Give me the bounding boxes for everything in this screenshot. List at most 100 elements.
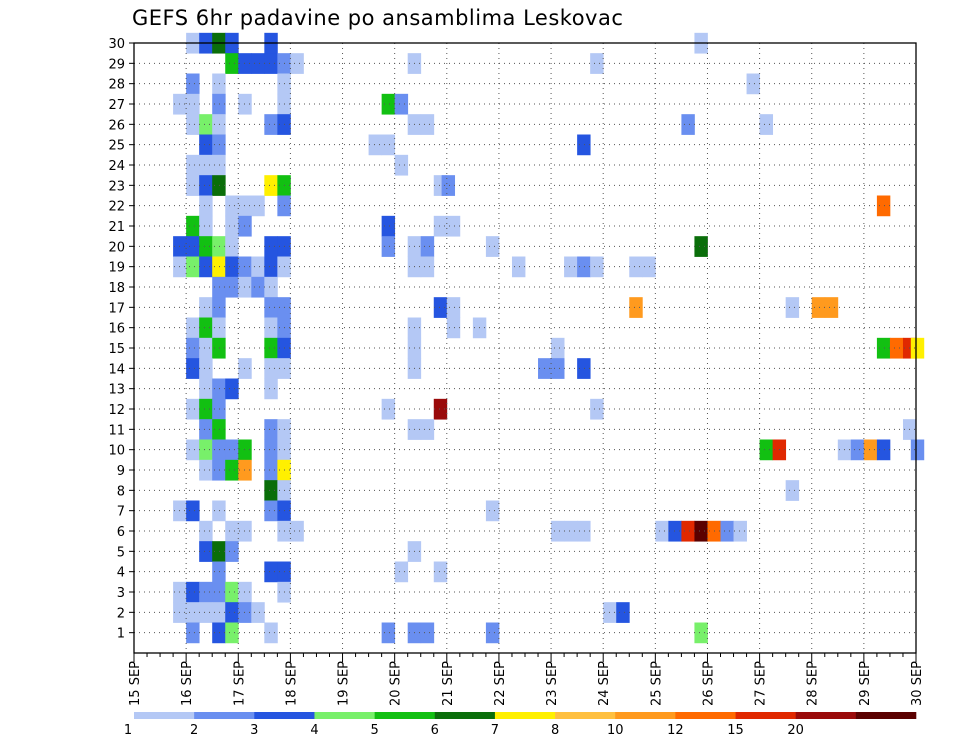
colorbar-label: 3	[250, 723, 258, 738]
x-tick-label: 18 SEP	[284, 661, 299, 706]
heatmap-cell	[694, 236, 708, 257]
x-tick-label: 29 SEP	[858, 661, 873, 706]
heatmap-cell	[394, 154, 409, 176]
heatmap-cell	[433, 561, 448, 583]
heatmap-cell	[759, 114, 774, 135]
heatmap-cell	[225, 520, 239, 542]
heatmap-cell	[186, 114, 200, 135]
colorbar-label: 15	[727, 723, 744, 738]
heatmap-cell	[264, 297, 278, 318]
x-tick-label: 17 SEP	[232, 661, 247, 706]
heatmap-cell	[264, 236, 278, 257]
heatmap-cell	[441, 175, 456, 196]
heatmap-cell	[199, 459, 213, 481]
heatmap-cell	[225, 276, 239, 298]
y-tick-label: 11	[108, 423, 125, 438]
heatmap-cell	[186, 581, 200, 603]
heatmap-cell	[433, 398, 448, 420]
heatmap-cell	[212, 622, 226, 644]
y-tick-label: 28	[108, 78, 125, 93]
heatmap-cell	[446, 297, 461, 318]
y-tick-label: 15	[108, 342, 125, 357]
heatmap-cell	[264, 256, 278, 278]
heatmap-cell	[551, 358, 565, 379]
heatmap-cell	[225, 459, 239, 481]
x-tick-label: 27 SEP	[754, 661, 769, 706]
heatmap-cell	[590, 256, 604, 278]
heatmap-cell	[720, 520, 734, 542]
heatmap-cell	[225, 622, 239, 644]
y-tick-label: 20	[108, 240, 125, 255]
heatmap-cell	[551, 520, 565, 542]
heatmap-cell	[910, 337, 925, 359]
x-tick-label: 28 SEP	[806, 661, 821, 706]
colorbar-label: 20	[787, 723, 804, 738]
heatmap-cell	[264, 439, 278, 461]
heatmap-cell	[199, 602, 213, 623]
heatmap-cell	[577, 256, 591, 278]
heatmap-cell	[811, 297, 826, 318]
heatmap-cell	[694, 520, 708, 542]
heatmap-cell	[212, 337, 226, 359]
heatmap-cell	[577, 520, 591, 542]
heatmap-cell	[381, 134, 396, 156]
heatmap-cell	[381, 236, 396, 257]
heatmap-cell	[746, 73, 760, 95]
heatmap-cell	[199, 378, 213, 400]
heatmap-cell	[225, 602, 239, 623]
heatmap-cell	[381, 398, 396, 420]
colorbar-label: 5	[370, 723, 378, 738]
colorbar-segment	[374, 712, 436, 719]
heatmap-cell	[264, 276, 278, 298]
heatmap-cell	[681, 520, 695, 542]
heatmap-cell	[590, 398, 604, 420]
y-tick-label: 10	[108, 444, 125, 459]
colorbar-label: 12	[667, 723, 684, 738]
x-tick-label: 22 SEP	[493, 661, 508, 706]
y-tick-label: 17	[108, 301, 125, 316]
heatmap-cell	[511, 256, 526, 278]
heatmap-cell	[876, 195, 891, 217]
heatmap-cell	[381, 93, 396, 115]
y-tick-label: 22	[108, 200, 125, 215]
heatmap-cell	[290, 53, 304, 74]
colorbar-segment	[314, 712, 375, 719]
heatmap-cell	[212, 581, 226, 603]
heatmap-cell	[264, 500, 278, 522]
heatmap-cell	[199, 541, 213, 562]
y-tick-label: 1	[117, 627, 125, 642]
heatmap-cell	[199, 134, 213, 156]
colorbar-segment	[675, 712, 736, 719]
heatmap-cell	[733, 520, 747, 542]
heatmap-cell	[212, 256, 226, 278]
colorbar-label: 8	[551, 723, 559, 738]
y-tick-label: 5	[117, 545, 125, 560]
y-tick-label: 7	[117, 505, 125, 520]
heatmap-cell	[629, 297, 643, 318]
heatmap-cell	[212, 175, 226, 196]
x-tick-label: 26 SEP	[701, 661, 716, 706]
heatmap-cell	[264, 419, 278, 440]
heatmap-cell	[564, 256, 578, 278]
heatmap-cell	[199, 317, 213, 339]
colorbar-label: 1	[124, 723, 132, 738]
heatmap-cell	[225, 215, 239, 237]
x-tick-label: 24 SEP	[597, 661, 612, 706]
heatmap-cell	[225, 581, 239, 603]
y-tick-label: 16	[108, 322, 125, 337]
colorbar-segment	[615, 712, 676, 719]
heatmap-cell	[199, 520, 213, 542]
heatmap-cell	[394, 561, 409, 583]
colorbar-segment	[254, 712, 315, 719]
heatmap-cell	[759, 439, 774, 461]
heatmap-cell	[212, 541, 226, 562]
heatmap-cell	[863, 439, 878, 461]
heatmap-cell	[186, 358, 200, 379]
heatmap-cell	[368, 134, 383, 156]
heatmap-cell	[212, 378, 226, 400]
colorbar-segment	[194, 712, 255, 719]
heatmap-cell	[199, 215, 213, 237]
heatmap-cell	[225, 256, 239, 278]
colorbar-segment	[795, 712, 857, 719]
